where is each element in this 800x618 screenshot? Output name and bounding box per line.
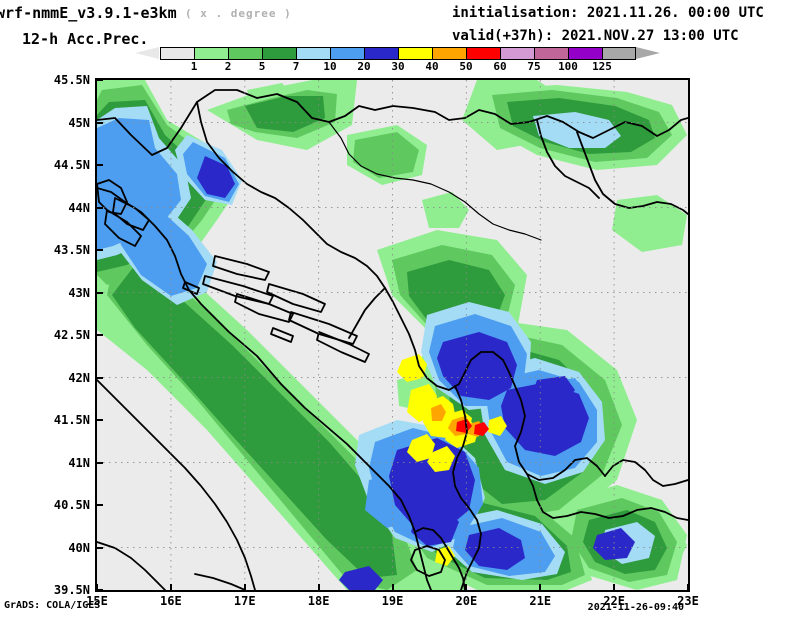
chart-header: wrf-nmmE_v3.9.1-e3km ( x . degree ) 12-h…	[0, 0, 800, 72]
colorbar-swatch-0	[160, 47, 194, 60]
valid-time: valid(+37h): 2021.NOV.27 13:00 UTC	[452, 28, 739, 44]
colorbar-tick-125: 125	[592, 60, 612, 73]
y-axis-tick-45N: 45N	[68, 115, 90, 130]
y-axis-tickmark	[97, 164, 103, 166]
y-axis-tick-42N: 42N	[68, 370, 90, 385]
field-title: 12-h Acc.Prec.	[22, 30, 149, 48]
precipitation-map	[97, 80, 688, 590]
x-axis-tickmark	[243, 584, 246, 590]
x-axis-tick-15E: 15E	[86, 594, 108, 608]
y-axis-tickmark	[97, 206, 103, 209]
colorbar-tick-1: 1	[190, 60, 198, 73]
colorbar-swatch-12	[568, 47, 602, 60]
model-title: wrf-nmmE_v3.9.1-e3km	[0, 4, 177, 22]
map-plot-area[interactable]	[95, 78, 690, 592]
y-axis-tickmark	[97, 334, 103, 336]
grads-credit: GrADS: COLA/IGES	[4, 600, 101, 611]
colorbar-swatch-13	[602, 47, 636, 60]
colorbar-swatch-6	[364, 47, 398, 60]
x-axis-tickmark	[169, 584, 172, 590]
y-axis-tick-41.5N: 41.5N	[53, 413, 90, 427]
colorbar-swatch-11	[534, 47, 568, 60]
colorbar-tick-60: 60	[493, 60, 507, 73]
y-axis-tick-43.5N: 43.5N	[53, 243, 90, 257]
precip-band-20mm	[197, 156, 635, 590]
colorbar-swatch-8	[432, 47, 466, 60]
x-axis-tickmark	[465, 584, 468, 590]
x-axis-tick-20E: 20E	[455, 594, 478, 608]
colorbar-tick-30: 30	[391, 60, 405, 73]
y-axis-tickmark	[97, 249, 103, 251]
colorbar-tick-7: 7	[292, 60, 300, 73]
run-timestamp: 2021-11-26-09:40	[587, 602, 684, 613]
x-axis-tick-23E: 23E	[677, 594, 699, 608]
y-axis-tickmark	[97, 461, 103, 464]
colorbar-swatch-7	[398, 47, 432, 60]
colorbar-swatch-9	[466, 47, 500, 60]
y-axis-tickmark	[97, 546, 103, 549]
x-axis-tick-16E: 16E	[160, 594, 182, 608]
colorbar-tick-2: 2	[224, 60, 232, 73]
x-axis-tickmark	[317, 584, 320, 590]
x-axis-tick-17E: 17E	[233, 594, 256, 608]
initialisation-time: initialisation: 2021.11.26. 00:00 UTC	[452, 5, 764, 21]
x-axis-tick-18E: 18E	[307, 594, 330, 608]
x-axis-tick-21E: 21E	[529, 594, 552, 608]
y-axis-tickmark	[97, 291, 103, 294]
y-axis-tick-44N: 44N	[68, 200, 90, 215]
x-axis-tick-22E: 22E	[603, 594, 625, 608]
x-axis-tickmark	[391, 584, 394, 590]
map-gridlines	[97, 80, 688, 590]
y-axis-tickmark	[97, 121, 103, 124]
y-axis-tickmark	[97, 376, 103, 379]
precip-band-50mm	[456, 419, 489, 436]
colorbar-tick-100: 100	[558, 60, 578, 73]
model-units-label: ( x . degree )	[185, 7, 292, 20]
x-axis-tickmark	[613, 584, 616, 590]
y-axis-tick-42.5N: 42.5N	[53, 328, 90, 342]
y-axis-tickmark	[97, 419, 103, 421]
y-axis-tickmark	[97, 589, 103, 591]
colorbar-tick-50: 50	[459, 60, 473, 73]
y-axis-tick-44.5N: 44.5N	[53, 158, 90, 172]
colorbar-tick-20: 20	[357, 60, 371, 73]
y-axis-tick-39.5N: 39.5N	[53, 583, 90, 597]
y-axis-tickmark	[97, 504, 103, 506]
x-axis-tickmark	[687, 584, 689, 590]
y-axis-tick-41N: 41N	[68, 455, 90, 470]
colorbar-swatch-2	[228, 47, 262, 60]
y-axis-tick-40.5N: 40.5N	[53, 498, 90, 512]
x-axis-tick-19E: 19E	[381, 594, 404, 608]
y-axis-tickmark	[97, 79, 103, 81]
y-axis-tick-43N: 43N	[68, 285, 90, 300]
y-axis-tick-45.5N: 45.5N	[53, 73, 90, 87]
colorbar-swatch-5	[330, 47, 364, 60]
colorbar-swatch-4	[296, 47, 330, 60]
colorbar-tick-5: 5	[258, 60, 266, 73]
x-axis-tickmark	[96, 584, 98, 590]
y-axis-tick-40N: 40N	[68, 540, 90, 555]
x-axis-tickmark	[539, 584, 542, 590]
colorbar-tick-10: 10	[323, 60, 337, 73]
colorbar-right-arrow-icon	[636, 47, 660, 59]
colorbar-swatch-10	[500, 47, 534, 60]
colorbar-left-arrow-icon	[135, 47, 159, 59]
colorbar-legend: 1 2 5 7 10 20 30 40 50 60 75 100 125	[135, 47, 660, 73]
colorbar-tick-75: 75	[527, 60, 541, 73]
colorbar-swatch-3	[262, 47, 296, 60]
colorbar-swatch-1	[194, 47, 228, 60]
colorbar-tick-40: 40	[425, 60, 439, 73]
